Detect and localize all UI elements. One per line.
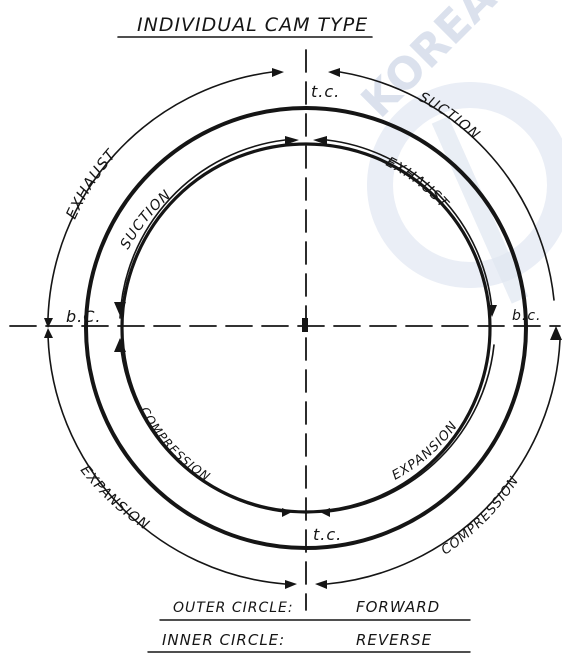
outer-exhaust-label: EXHAUST — [62, 145, 120, 222]
inner-expansion-text: EXPANSION — [390, 419, 461, 484]
legend-inner-value: REVERSE — [356, 631, 432, 649]
watermark: KOREA MARI — [352, 0, 562, 304]
outer-exhaust-text: EXHAUST — [62, 145, 119, 222]
inner-expansion-label: EXPANSION — [390, 419, 462, 484]
outer-timing-arcs — [44, 68, 562, 589]
bc-right-label: b.c. — [512, 308, 541, 324]
outer-compression-label: COMPRESSION — [439, 473, 523, 558]
outer-compression-text: COMPRESSION — [439, 473, 522, 558]
inner-timing-arcs — [114, 136, 497, 517]
inner-compression-label: COMPRESSION — [137, 405, 213, 484]
tc-bottom-label: t.c. — [313, 525, 342, 544]
inner-suction-text: SUCTION — [118, 187, 174, 252]
legend-inner-label: INNER CIRCLE: — [162, 631, 285, 649]
legend-outer-label: OUTER CIRCLE: — [173, 600, 294, 616]
legend-outer-value: FORWARD — [356, 598, 440, 616]
diagram-title: INDIVIDUAL CAM TYPE — [137, 14, 368, 36]
legend: OUTER CIRCLE: FORWARD INNER CIRCLE: REVE… — [147, 598, 471, 653]
outer-main-circle — [84, 106, 528, 550]
bc-left-label: b.C. — [66, 307, 102, 326]
inner-compression-text: COMPRESSION — [137, 405, 212, 484]
tc-top-label: t.c. — [311, 82, 340, 101]
center-mark — [302, 318, 308, 332]
inner-suction-label: SUCTION — [118, 187, 175, 252]
inner-main-circle — [120, 142, 492, 514]
